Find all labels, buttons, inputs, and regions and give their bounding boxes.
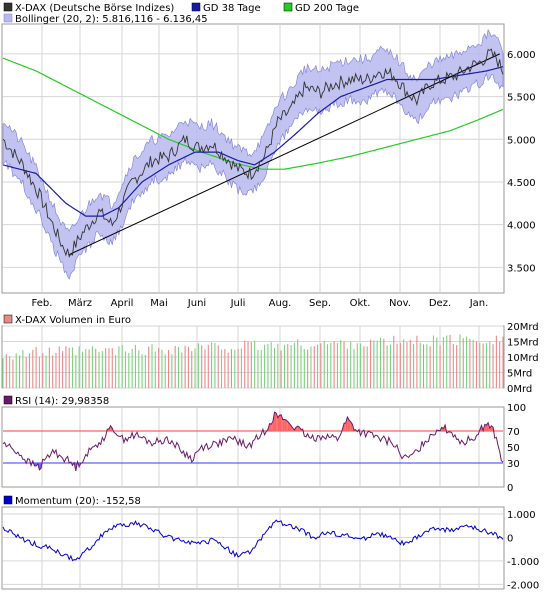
rsi-overbought-fill [279, 414, 282, 431]
rsi-y-tick-label: 70 [507, 427, 520, 438]
legend-swatch-gd200 [283, 2, 293, 12]
price-panel: 6.000 5.500 5.000 4.500 4.000 3.500 Feb. März A… [1, 23, 536, 309]
x-month-label: Mai [150, 298, 168, 309]
volume-y-tick-label: 20Mrd [507, 322, 539, 333]
legend-bollinger-label: Bollinger (20, 2): 5.816,116 - 6.136,45 [15, 14, 208, 25]
legend-swatch-bollinger [3, 13, 13, 23]
legend-volume-label: X-DAX Volumen in Euro [15, 315, 131, 326]
legend-rsi-label: RSI (14): 29,98358 [15, 396, 109, 407]
x-month-label: Juni [187, 298, 206, 309]
legend-price-label: X-DAX (Deutsche Börse Indizes) [15, 3, 174, 14]
rsi-overbought-fill [287, 421, 290, 431]
rsi-grid [3, 407, 503, 487]
trend-line [69, 53, 500, 256]
x-month-label: Okt. [350, 298, 371, 309]
bollinger-band [2, 28, 504, 280]
legend-swatch-price [3, 2, 13, 12]
momentum-line [2, 519, 504, 562]
momentum-y-tick-label: -2.000 [507, 580, 539, 591]
legend-gd38-label: GD 38 Tage [203, 3, 261, 14]
momentum-y-tick-label: 1.000 [507, 510, 536, 521]
x-month-label: Juli [230, 298, 246, 309]
rsi-y-tick-label: 0 [507, 483, 513, 494]
x-month-label: Feb. [32, 298, 53, 309]
legend-momentum-label: Momentum (20): -152,58 [15, 496, 141, 507]
momentum-grid [3, 507, 503, 589]
price-y-tick-label: 6.000 [507, 50, 536, 61]
x-month-label: Nov. [389, 298, 411, 309]
legend-swatch-rsi [3, 395, 13, 405]
price-line [2, 48, 504, 258]
rsi-overbought-fill [347, 416, 350, 431]
price-y-tick-label: 5.500 [507, 93, 536, 104]
rsi-overbought-fill [344, 423, 346, 431]
gd200-line [2, 57, 504, 170]
rsi-oversold-fill [34, 463, 37, 466]
x-month-label: Jan. [469, 298, 489, 309]
x-month-label: März [68, 298, 92, 309]
price-y-tick-label: 4.000 [507, 221, 536, 232]
rsi-overbought-fill [345, 416, 348, 431]
rsi-overbought-fill [484, 424, 487, 431]
volume-bars [2, 334, 504, 388]
momentum-y-tick-label: 0 [507, 533, 513, 544]
momentum-y-tick-label: -1.000 [507, 557, 539, 568]
volume-y-axis: 20Mrd 15Mrd 10Mrd 5Mrd 0Mrd [507, 322, 539, 395]
rsi-overbought-fill [269, 423, 272, 431]
rsi-overbought-fill [284, 419, 287, 431]
rsi-overbought-fill [286, 419, 288, 431]
rsi-line [2, 411, 504, 471]
rsi-overbought-fill [277, 415, 280, 431]
rsi-y-tick-label: 100 [507, 403, 526, 414]
rsi-overbought-fill [349, 420, 351, 431]
legend-swatch-gd38 [191, 2, 201, 12]
volume-y-tick-label: 0Mrd [507, 384, 532, 395]
x-month-label: Dez. [429, 298, 451, 309]
volume-y-tick-label: 15Mrd [507, 338, 539, 349]
legend-swatch-momentum [3, 495, 13, 505]
price-y-tick-label: 4.500 [507, 178, 536, 189]
price-y-axis: 6.000 5.500 5.000 4.500 4.000 3.500 [507, 50, 536, 274]
x-axis-months: Feb. März April Mai Juni Juli Aug. Sep. Okt. Nov.… [32, 298, 489, 309]
price-y-tick-label: 3.500 [507, 263, 536, 274]
x-month-label: Aug. [269, 298, 292, 309]
volume-y-tick-label: 10Mrd [507, 353, 539, 364]
rsi-y-tick-label: 30 [507, 459, 520, 470]
momentum-y-axis: 1.000 0 -1.000 -2.000 [507, 510, 539, 591]
rsi-y-axis: 100 70 50 30 0 [507, 403, 526, 494]
gd38-line [2, 66, 504, 217]
volume-panel: X-DAX Volumen in Euro 20Mrd 15Mrd 10Mrd 5Mr… [1, 314, 539, 395]
x-month-label: April [111, 298, 134, 309]
rsi-panel-frame [1, 406, 505, 488]
price-legend: X-DAX (Deutsche Börse Indizes) GD 38 Tag… [3, 2, 359, 25]
rsi-y-tick-label: 50 [507, 443, 520, 454]
legend-swatch-volume [3, 314, 13, 324]
volume-y-tick-label: 5Mrd [507, 369, 532, 380]
rsi-overbought-fill [274, 412, 277, 431]
price-y-tick-label: 5.000 [507, 135, 536, 146]
x-month-label: Sep. [309, 298, 331, 309]
legend-gd200-label: GD 200 Tage [295, 3, 359, 14]
momentum-panel: Momentum (20): -152,58 1.000 0 -1.000 -2.00… [1, 495, 539, 591]
rsi-overbought-fill [282, 419, 285, 431]
rsi-panel: RSI (14): 29,98358 100 70 50 30 0 [1, 395, 526, 494]
